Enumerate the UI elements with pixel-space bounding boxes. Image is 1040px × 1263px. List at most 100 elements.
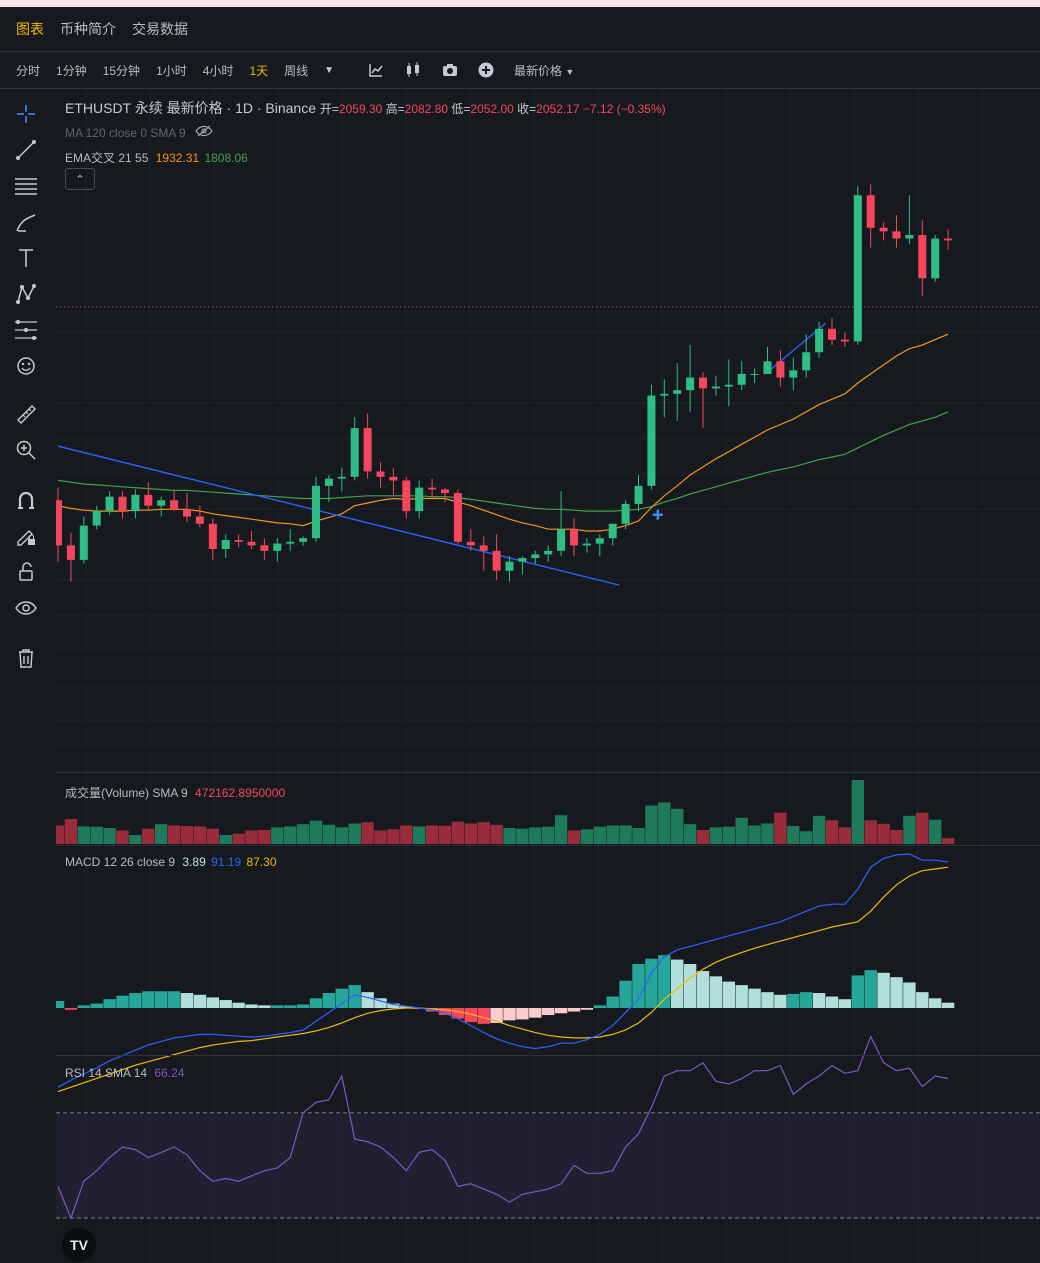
macd-signal-line [57,866,949,1093]
tab-trading-data[interactable]: 交易数据 [132,21,188,37]
candle-body [286,541,295,544]
zoom-in-icon[interactable] [14,438,38,462]
more-intervals-icon[interactable]: ▼ [324,64,335,76]
candle-body [828,328,836,340]
macd-hist-bar [322,993,336,1008]
macd-hist-bar [400,1006,413,1008]
eye-icon[interactable] [14,596,38,620]
ema55-value: 1808.06 [204,151,248,165]
candle-body [582,543,591,546]
volume-bar [941,838,955,844]
candle-body [763,361,772,374]
horizontal-lines-icon[interactable] [14,174,38,198]
trash-icon[interactable] [14,646,38,670]
unlock-icon[interactable] [14,560,38,584]
interval-15m[interactable]: 15分钟 [102,63,141,78]
pane-divider-volume[interactable] [56,772,1040,773]
interval-1w[interactable]: 周线 [284,63,309,78]
crosshair-icon[interactable] [14,102,38,126]
macd-hist-bar [387,1003,400,1008]
candle-body [492,550,501,571]
candle-type-icon[interactable] [404,62,422,78]
volume-bar [632,828,645,844]
collapse-legend-button[interactable]: ⌃ [65,168,95,190]
lock-drawing-icon[interactable] [14,524,38,548]
macd-hist-bar [658,955,671,1008]
macd-hist-bar [155,991,168,1008]
macd-hist-bar [116,995,129,1008]
volume-bar [864,820,877,844]
macd-hist-bar [64,1008,78,1010]
macd-hist-bar [219,1000,232,1008]
volume-bar [580,829,594,844]
crosshair-marker [652,509,663,520]
candle-body [466,541,475,546]
tradingview-logo[interactable]: TV [62,1228,96,1262]
price-type-label: 最新价格 [514,63,563,78]
volume-bar [322,824,336,844]
chart-canvas[interactable] [56,89,1040,1263]
add-icon[interactable] [478,62,494,78]
hidden-eye-icon[interactable] [195,125,213,140]
interval-4h[interactable]: 4小时 [202,63,234,78]
brush-icon[interactable] [14,210,38,234]
candle-body [79,525,88,560]
volume-bar [245,830,258,844]
text-icon[interactable] [14,246,38,270]
fib-icon[interactable] [14,318,38,342]
macd-hist-bar [683,964,697,1008]
candle-body [802,352,811,371]
macd-hist-bar [245,1004,258,1008]
low-label: 低= [451,102,471,116]
indicators-icon[interactable] [368,62,384,78]
volume-bar [554,815,568,844]
volume-bar [271,827,284,844]
candle-body [853,195,862,342]
volume-bar [542,826,555,844]
macd-hist-bar [619,980,632,1008]
interval-1h[interactable]: 1小时 [156,63,187,78]
interval-1m[interactable]: 1分钟 [56,63,87,78]
pane-divider-macd[interactable] [56,845,1040,846]
volume-bar [284,826,297,844]
volume-bar [851,780,864,844]
volume-bar [619,825,632,844]
volume-bar [206,828,219,844]
volume-bar [219,835,232,844]
pane-divider-rsi[interactable] [56,1055,1040,1056]
candle-body [312,485,320,539]
volume-bar [64,819,78,844]
trend-line-icon[interactable] [14,138,38,162]
volume-bar [567,830,581,844]
magnet-icon[interactable] [14,488,38,512]
macd-label: MACD 12 26 close 9 [65,855,176,869]
pattern-icon[interactable] [14,282,38,306]
macd-hist-bar [180,993,194,1008]
trend-line [57,445,620,586]
tab-chart[interactable]: 图表 [16,21,44,37]
volume-bar [400,825,413,844]
macd-hist-bar [606,996,619,1008]
volume-bar [116,830,129,844]
volume-bar [142,828,155,844]
candle-body [389,476,398,481]
candle-body [208,523,217,550]
candle-body [621,503,630,524]
volume-bar [413,826,426,844]
emoji-icon[interactable] [14,354,38,378]
interval-time[interactable]: 分时 [16,63,41,78]
camera-icon[interactable] [442,63,458,77]
ruler-icon[interactable] [14,402,38,426]
ma-label: MA 120 close 0 SMA 9 [65,126,186,140]
macd-hist-bar [296,1004,310,1008]
candle-body [699,377,707,389]
price-type-select[interactable]: 最新价格 ▼ [514,62,574,79]
ema-label: EMA交叉 21 55 [65,151,149,165]
macd-hist-bar [103,999,116,1008]
candle-body [647,395,656,486]
volume-bar [787,826,800,844]
volume-bar [774,812,787,844]
tab-coin-info[interactable]: 币种简介 [60,21,116,37]
macd-hist-bar [851,975,864,1008]
interval-1d[interactable]: 1天 [249,63,269,78]
